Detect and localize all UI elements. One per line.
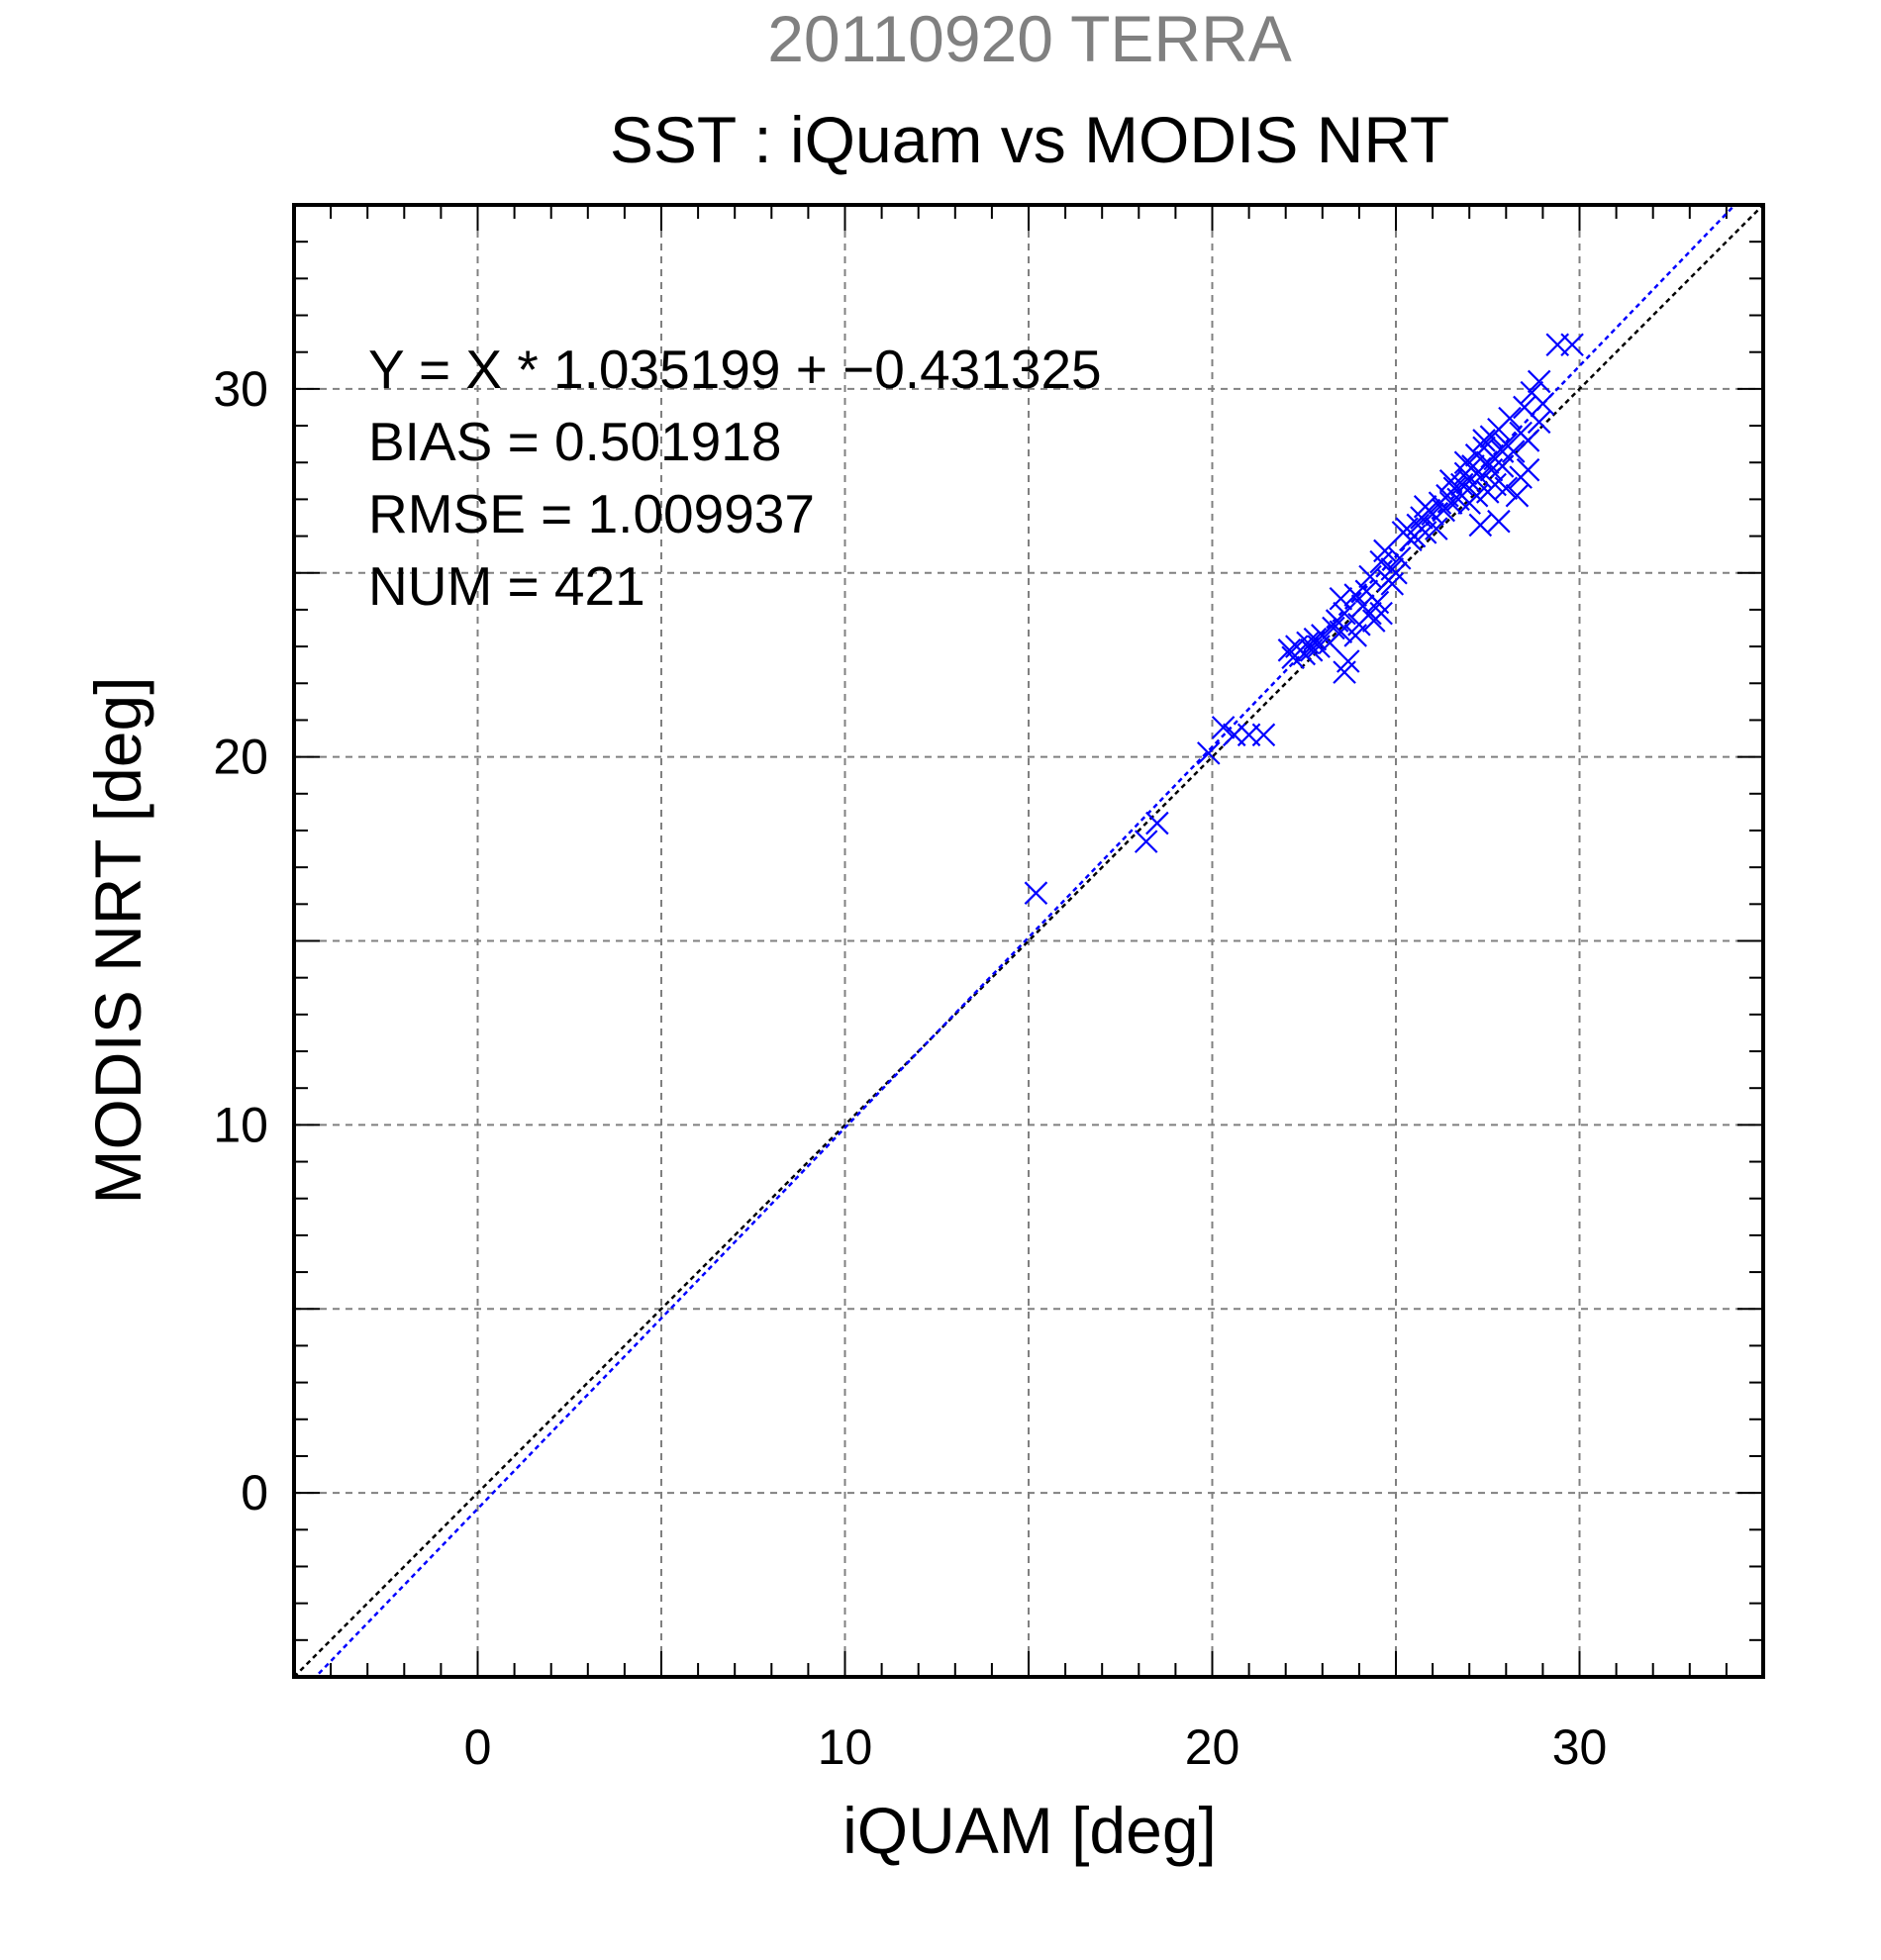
grid-lines bbox=[294, 205, 1763, 1677]
data-point bbox=[1024, 881, 1048, 905]
data-point bbox=[1527, 369, 1551, 394]
x-tick-label: 30 bbox=[1552, 1719, 1608, 1775]
data-point bbox=[1425, 517, 1448, 540]
data-point bbox=[1487, 509, 1511, 534]
data-point bbox=[1501, 440, 1526, 463]
data-point bbox=[1358, 564, 1382, 589]
stats-annotation: Y = X * 1.035199 + −0.431325 BIAS = 0.50… bbox=[368, 339, 1102, 617]
tick-labels: 0 10 20 30 0 10 20 30 bbox=[213, 361, 1607, 1775]
data-point bbox=[1438, 491, 1463, 515]
data-point bbox=[1277, 638, 1302, 662]
data-point bbox=[1527, 410, 1551, 435]
data-point bbox=[1373, 539, 1397, 563]
data-point bbox=[1531, 391, 1555, 416]
x-tick-label: 10 bbox=[818, 1719, 873, 1775]
plot-frame bbox=[292, 203, 1765, 1679]
data-point bbox=[1211, 716, 1236, 739]
data-point bbox=[1380, 572, 1405, 596]
data-point bbox=[1369, 601, 1393, 626]
data-point bbox=[1333, 601, 1356, 626]
data-point bbox=[1516, 429, 1540, 452]
bias-text: BIAS = 0.501918 bbox=[368, 411, 781, 472]
data-point bbox=[1303, 627, 1328, 651]
y-tick-label: 30 bbox=[213, 361, 268, 417]
data-point bbox=[1145, 811, 1169, 835]
data-point bbox=[1494, 476, 1519, 501]
data-point bbox=[1464, 483, 1489, 508]
data-point bbox=[1251, 723, 1276, 747]
fit-equation: Y = X * 1.035199 + −0.431325 bbox=[368, 339, 1102, 400]
data-point bbox=[1358, 601, 1382, 626]
data-point bbox=[1197, 741, 1221, 765]
data-point bbox=[1475, 450, 1500, 475]
x-tick-label: 0 bbox=[464, 1719, 492, 1775]
x-tick-label: 20 bbox=[1185, 1719, 1240, 1775]
data-point bbox=[1134, 830, 1158, 853]
data-point bbox=[1413, 495, 1437, 519]
data-point bbox=[1509, 465, 1533, 489]
y-tick-label: 20 bbox=[213, 730, 268, 785]
data-point bbox=[1472, 429, 1496, 452]
data-point bbox=[1438, 469, 1463, 493]
data-point bbox=[1333, 660, 1356, 684]
data-point bbox=[1329, 620, 1353, 644]
data-point bbox=[1343, 583, 1367, 607]
data-point bbox=[1329, 586, 1353, 611]
chart-subtitle: 20110920 TERRA bbox=[767, 2, 1292, 75]
data-point bbox=[1505, 483, 1530, 508]
data-point bbox=[1453, 450, 1478, 475]
data-point bbox=[1490, 440, 1515, 463]
axis-ticks bbox=[294, 205, 1763, 1677]
chart-title: SST : iQuam vs MODIS NRT bbox=[610, 103, 1449, 176]
data-points bbox=[1024, 333, 1584, 905]
y-tick-label: 0 bbox=[241, 1465, 268, 1520]
data-point bbox=[1322, 616, 1345, 640]
rmse-text: RMSE = 1.009937 bbox=[368, 483, 815, 544]
y-axis-label: MODIS NRT [deg] bbox=[81, 676, 154, 1204]
data-point bbox=[1560, 333, 1584, 357]
num-text: NUM = 421 bbox=[368, 555, 645, 617]
x-axis-label: iQUAM [deg] bbox=[842, 1794, 1217, 1867]
data-point bbox=[1498, 406, 1522, 431]
data-point bbox=[1468, 513, 1493, 538]
y-tick-label: 10 bbox=[213, 1097, 268, 1152]
data-point bbox=[1479, 457, 1504, 482]
data-point bbox=[1387, 546, 1412, 570]
